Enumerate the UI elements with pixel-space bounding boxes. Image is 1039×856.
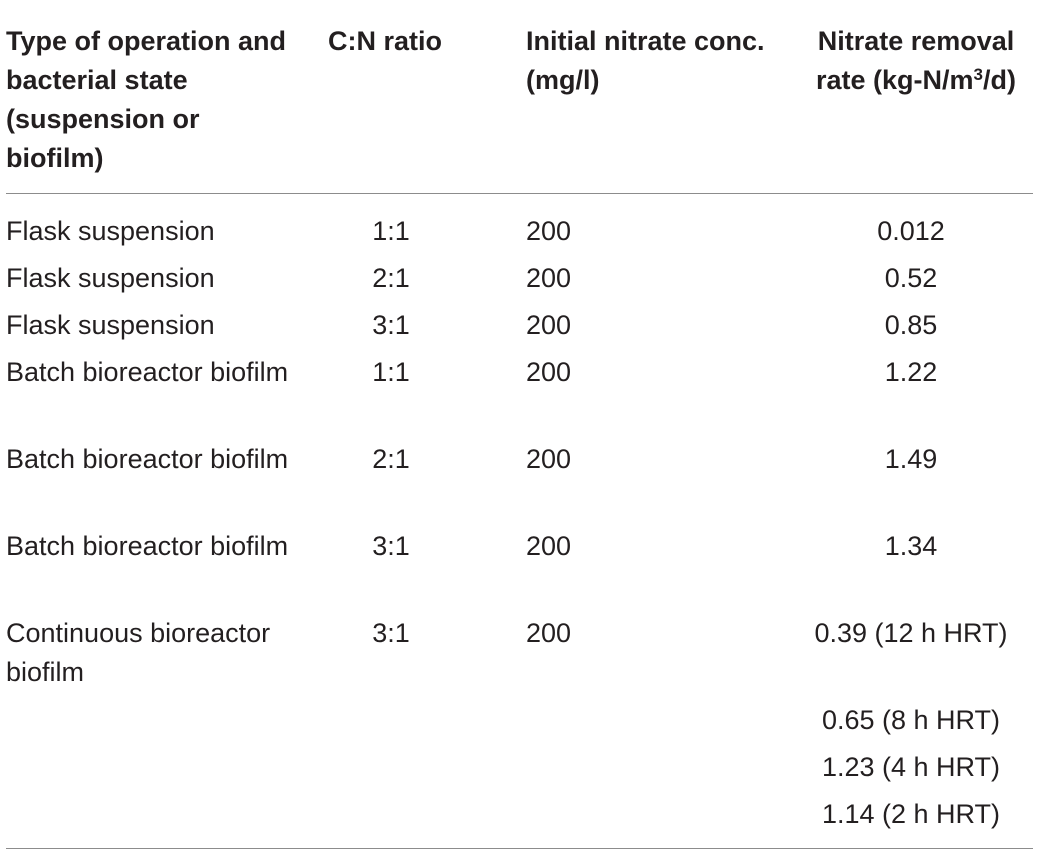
cell-type: Batch bioreactor biofilm bbox=[6, 357, 289, 387]
cell-cn-ratio: 2:1 bbox=[372, 263, 410, 293]
cell-initial-nitrate: 200 bbox=[526, 531, 572, 561]
header-cn-ratio: C:N ratio bbox=[328, 26, 442, 56]
header-removal-rate: Nitrate removal rate (kg-N/m3/d) bbox=[796, 22, 1036, 100]
cell-type: Batch bioreactor biofilm bbox=[6, 444, 289, 474]
cell-removal-rate: 1.22 bbox=[884, 357, 938, 387]
cell-initial-nitrate: 200 bbox=[526, 444, 572, 474]
cell-cn-ratio: 2:1 bbox=[372, 444, 410, 474]
cell-initial-nitrate: 200 bbox=[526, 357, 572, 387]
header-removal-rate-prefix: Nitrate removal rate (kg-N/m bbox=[816, 26, 1015, 95]
cell-type: Batch bioreactor biofilm bbox=[6, 531, 289, 561]
header-removal-rate-suffix: /d) bbox=[983, 65, 1016, 95]
data-table: Type of operation and bacterial state (s… bbox=[6, 0, 1039, 856]
header-removal-rate-sup: 3 bbox=[973, 65, 983, 84]
cell-removal-rate: 0.39 (12 h HRT) bbox=[814, 618, 1008, 648]
cell-cn-ratio: 1:1 bbox=[372, 357, 410, 387]
bottom-rule bbox=[6, 848, 1033, 849]
cell-removal-rate: 0.52 bbox=[884, 263, 938, 293]
cell-initial-nitrate: 200 bbox=[526, 618, 572, 648]
cell-removal-rate: 0.65 (8 h HRT) bbox=[821, 705, 1001, 735]
cell-type: Flask suspension bbox=[6, 216, 215, 246]
cell-initial-nitrate: 200 bbox=[526, 263, 572, 293]
cell-initial-nitrate: 200 bbox=[526, 216, 572, 246]
cell-removal-rate: 1.34 bbox=[884, 531, 938, 561]
cell-cn-ratio: 3:1 bbox=[372, 531, 410, 561]
cell-removal-rate: 1.23 (4 h HRT) bbox=[821, 752, 1001, 782]
cell-removal-rate: 1.14 (2 h HRT) bbox=[821, 799, 1001, 829]
cell-initial-nitrate: 200 bbox=[526, 310, 572, 340]
header-rule bbox=[6, 193, 1033, 194]
cell-removal-rate: 0.85 bbox=[884, 310, 938, 340]
cell-cn-ratio: 3:1 bbox=[372, 618, 410, 648]
header-initial-nitrate: Initial nitrate conc. (mg/l) bbox=[526, 26, 765, 95]
cell-removal-rate: 0.012 bbox=[877, 216, 945, 246]
cell-type: Flask suspension bbox=[6, 263, 215, 293]
cell-type: Flask suspension bbox=[6, 310, 215, 340]
cell-type: Continuous bioreactor biofilm bbox=[6, 618, 271, 687]
cell-cn-ratio: 3:1 bbox=[372, 310, 410, 340]
cell-cn-ratio: 1:1 bbox=[372, 216, 410, 246]
cell-removal-rate: 1.49 bbox=[884, 444, 938, 474]
header-type: Type of operation and bacterial state (s… bbox=[6, 26, 287, 173]
